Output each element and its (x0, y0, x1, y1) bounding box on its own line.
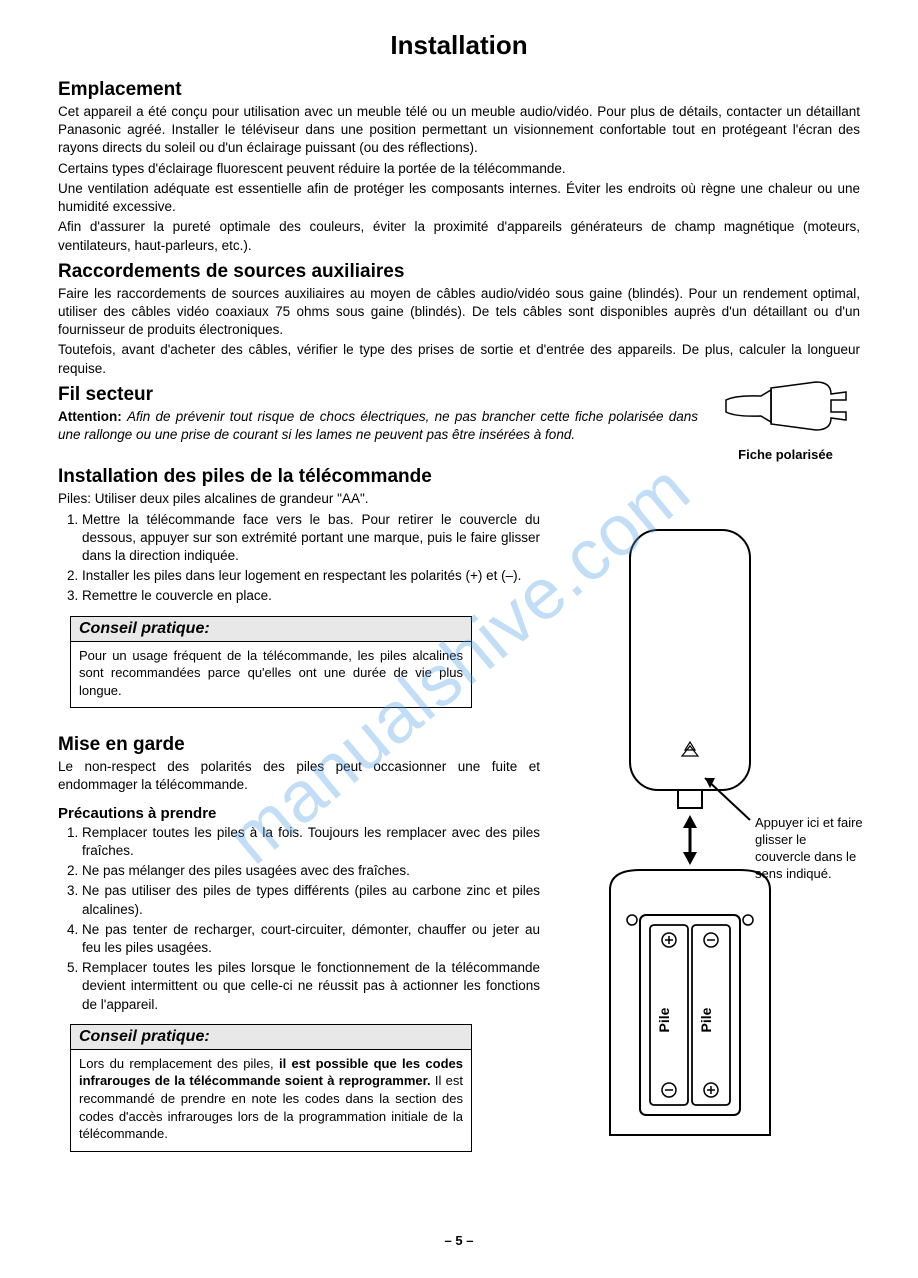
precaution-1: Remplacer toutes les piles à la fois. To… (82, 824, 540, 860)
page: manualshive.com Installation Emplacement… (0, 0, 918, 1278)
section-heading-mise-en-garde: Mise en garde (58, 734, 540, 756)
mise-en-garde-intro: Le non-respect des polarités des piles p… (58, 758, 540, 794)
emplacement-p3: Une ventilation adéquate est essentielle… (58, 180, 860, 216)
emplacement-p4: Afin d'assurer la pureté optimale des co… (58, 218, 860, 254)
precaution-2: Ne pas mélanger des piles usagées avec d… (82, 862, 540, 880)
piles-intro: Piles: Utiliser deux piles alcalines de … (58, 490, 540, 508)
right-column: Pile Pile Appuyer ici et faire glisser l… (560, 460, 860, 1213)
battery-label-1: Pile (656, 1008, 672, 1033)
battery-label-2: Pile (698, 1008, 714, 1033)
remote-caption: Appuyer ici et faire glisser le couvercl… (755, 815, 865, 883)
two-column-layout: Installation des piles de la télécommand… (58, 460, 860, 1213)
precautions-label: Précautions à prendre (58, 805, 540, 822)
emplacement-p2: Certains types d'éclairage fluorescent p… (58, 160, 860, 178)
piles-step-3: Remettre le couvercle en place. (82, 587, 540, 605)
piles-step-1: Mettre la télécommande face vers le bas.… (82, 511, 540, 566)
page-title: Installation (58, 30, 860, 61)
precautions-steps: Remplacer toutes les piles à la fois. To… (58, 824, 540, 1014)
tip-body-2: Lors du remplacement des piles, il est p… (71, 1050, 471, 1151)
left-column: Installation des piles de la télécommand… (58, 460, 540, 1161)
precaution-4: Ne pas tenter de recharger, court-circui… (82, 921, 540, 957)
precaution-3: Ne pas utiliser des piles de types diffé… (82, 882, 540, 918)
raccordements-p1: Faire les raccordements de sources auxil… (58, 285, 860, 340)
plug-figure: Fiche polarisée (703, 370, 868, 464)
plug-caption: Fiche polarisée (703, 447, 868, 462)
section-heading-raccordements: Raccordements de sources auxiliaires (58, 261, 860, 283)
piles-steps: Mettre la télécommande face vers le bas.… (58, 511, 540, 606)
plug-icon (716, 370, 856, 440)
section-heading-emplacement: Emplacement (58, 79, 860, 101)
tip-title-1: Conseil pratique: (71, 617, 471, 642)
attention-text: Afin de prévenir tout risque de chocs él… (58, 409, 698, 442)
emplacement-p1: Cet appareil a été conçu pour utilisatio… (58, 103, 860, 158)
page-number: – 5 – (58, 1233, 860, 1248)
tip-title-2: Conseil pratique: (71, 1025, 471, 1050)
section-heading-piles: Installation des piles de la télécommand… (58, 466, 540, 488)
attention-label: Attention: (58, 409, 122, 424)
fil-secteur-attention: Attention: Afin de prévenir tout risque … (58, 408, 698, 444)
precaution-5: Remplacer toutes les piles lorsque le fo… (82, 959, 540, 1014)
tip-box-2: Conseil pratique: Lors du remplacement d… (70, 1024, 472, 1152)
piles-step-2: Installer les piles dans leur logement e… (82, 567, 540, 585)
tip-body-1: Pour un usage fréquent de la télécommand… (71, 642, 471, 708)
tip-box-1: Conseil pratique: Pour un usage fréquent… (70, 616, 472, 709)
tip2-before: Lors du remplacement des piles, (79, 1056, 279, 1071)
